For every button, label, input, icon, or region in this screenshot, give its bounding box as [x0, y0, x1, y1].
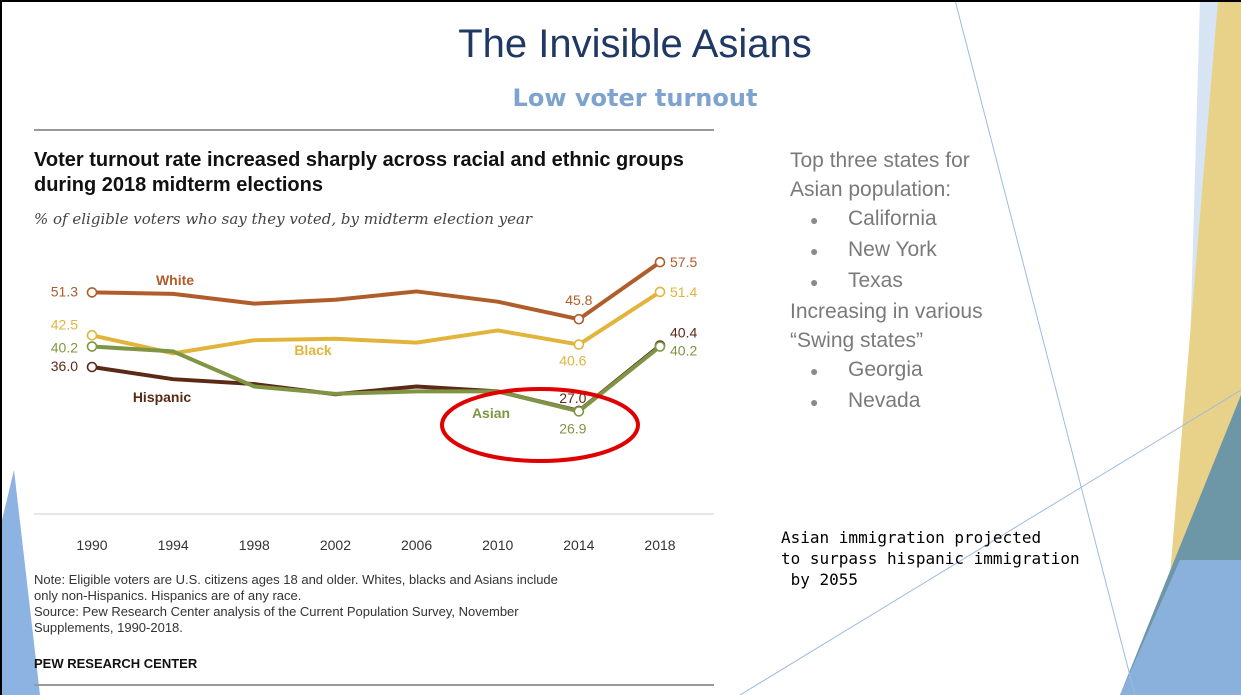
- data-point-asian: [86, 341, 98, 352]
- state-name: Georgia: [848, 358, 923, 381]
- source-line: Supplements, 1990-2018.: [34, 620, 183, 635]
- chart-subtitle: % of eligible voters who say they voted,…: [34, 210, 533, 228]
- chart-top-rule: [34, 129, 714, 131]
- series-label-black: Black: [294, 342, 332, 358]
- immigration-note-line: to surpass hispanic immigration: [781, 549, 1080, 568]
- value-label-2014: 40.6: [559, 353, 586, 369]
- x-tick-label: 2002: [320, 537, 351, 553]
- bullet-icon: ●: [810, 363, 819, 379]
- bullet-icon: ●: [810, 274, 819, 290]
- start-value-label: 51.3: [51, 283, 78, 299]
- immigration-note-line: Asian immigration projected: [781, 528, 1042, 547]
- side-heading-line: Top three states for: [790, 149, 970, 172]
- state-list-item: ● New York: [790, 235, 1120, 266]
- note-line: Note: Eligible voters are U.S. citizens …: [34, 572, 558, 587]
- data-point-black: [573, 339, 585, 350]
- value-label-2014: 45.8: [565, 292, 592, 308]
- start-value-label: 42.5: [51, 316, 78, 332]
- series-label-white: White: [156, 272, 194, 288]
- chart-credit: PEW RESEARCH CENTER: [34, 656, 198, 671]
- side-panel: Top three states for Asian population: ●…: [790, 146, 1120, 417]
- data-point-white: [86, 287, 98, 298]
- data-point-asian: [654, 341, 666, 352]
- x-tick-label: 1990: [76, 537, 107, 553]
- slide-title: The Invisible Asians: [458, 22, 812, 66]
- note-line: only non-Hispanics. Hispanics are of any…: [34, 588, 302, 603]
- source-line: Source: Pew Research Center analysis of …: [34, 604, 519, 619]
- series-label-asian: Asian: [472, 405, 510, 421]
- data-point-hispanic: [86, 361, 98, 373]
- data-point-asian: [573, 406, 585, 417]
- data-point-black: [654, 286, 666, 298]
- end-value-label: 40.4: [670, 325, 697, 341]
- chart-title: Voter turnout rate increased sharply acr…: [34, 149, 684, 196]
- deco-thin-line: [739, 389, 1241, 695]
- swing-state-item: ● Nevada: [790, 386, 1120, 417]
- start-value-label: 36.0: [51, 358, 78, 374]
- start-value-label: 40.2: [51, 340, 78, 356]
- x-tick-label: 2010: [482, 537, 513, 553]
- state-name: California: [848, 207, 937, 230]
- series-line-asian: [90, 344, 662, 414]
- data-point-white: [573, 313, 585, 325]
- swing-heading-line: Increasing in various: [790, 300, 983, 323]
- bullet-icon: ●: [810, 394, 819, 410]
- x-tick-label: 1998: [239, 537, 270, 553]
- state-name: Nevada: [848, 389, 921, 412]
- bullet-icon: ●: [810, 243, 819, 259]
- x-tick-label: 2014: [563, 537, 594, 553]
- immigration-note-line: by 2055: [781, 570, 859, 589]
- deco-thin-line: [954, 0, 1136, 695]
- turnout-line-chart: 1990 1994 1998 2002 2006 2010 2014 2018 51.3 42.5…: [34, 254, 714, 553]
- swing-heading-line: “Swing states”: [790, 329, 924, 352]
- data-point-white: [654, 256, 666, 268]
- slide-border-left: [0, 0, 2, 695]
- immigration-note: Asian immigration projected to surpass h…: [781, 527, 1141, 590]
- state-name: New York: [848, 238, 937, 261]
- state-list-item: ● Texas: [790, 266, 1120, 297]
- slide-subtitle: Low voter turnout: [512, 84, 758, 112]
- x-tick-label: 2018: [644, 537, 675, 553]
- series-line-black: [90, 289, 662, 356]
- state-name: Texas: [848, 269, 903, 292]
- series-label-hispanic: Hispanic: [133, 389, 192, 405]
- x-tick-label: 2006: [401, 537, 432, 553]
- state-list-item: ● California: [790, 204, 1120, 235]
- x-tick-label: 1994: [158, 537, 189, 553]
- end-value-label: 40.2: [670, 343, 697, 359]
- end-value-label: 51.4: [670, 284, 697, 300]
- chart-bottom-rule: [34, 684, 714, 686]
- chart-note: Note: Eligible voters are U.S. citizens …: [34, 572, 724, 636]
- end-value-label: 57.5: [670, 254, 697, 270]
- side-heading-line: Asian population:: [790, 178, 952, 201]
- bullet-icon: ●: [810, 212, 819, 228]
- deco-left-blue-strip: [2, 470, 40, 695]
- deco-blue-triangle: [1120, 560, 1241, 695]
- slide-border-top: [0, 0, 1241, 2]
- value-label-2014: 26.9: [559, 420, 586, 436]
- swing-state-item: ● Georgia: [790, 355, 1120, 386]
- highlight-ellipse: [440, 387, 640, 463]
- series-line-white: [90, 260, 662, 322]
- data-point-black: [86, 330, 98, 341]
